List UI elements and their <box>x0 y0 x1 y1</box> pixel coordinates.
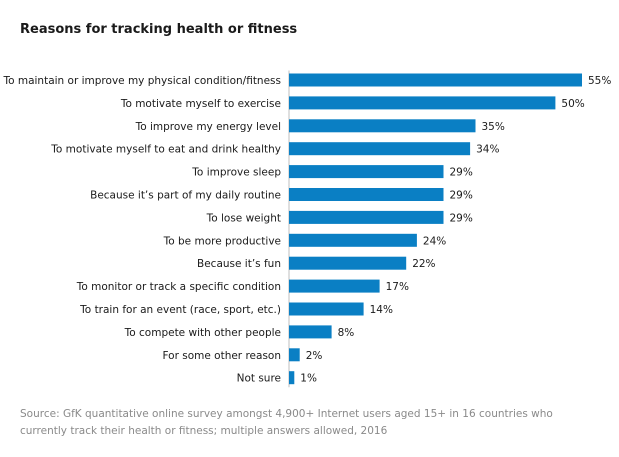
value-label: 50% <box>561 98 584 110</box>
value-label: 8% <box>338 327 355 339</box>
bar <box>289 233 417 247</box>
category-label: To compete with other people <box>124 327 281 339</box>
bar <box>289 348 300 362</box>
bar <box>289 325 332 339</box>
category-label: To motivate myself to eat and drink heal… <box>50 144 281 156</box>
bar <box>289 256 407 270</box>
category-label: To lose weight <box>206 212 281 224</box>
value-label: 14% <box>370 304 393 316</box>
category-label: To maintain or improve my physical condi… <box>2 75 281 87</box>
value-label: 2% <box>306 350 323 362</box>
category-label: To improve my energy level <box>135 121 281 133</box>
category-label: To monitor or track a specific condition <box>76 281 281 293</box>
bar <box>289 165 444 179</box>
bar <box>289 119 476 133</box>
bar-chart: To maintain or improve my physical condi… <box>2 70 611 388</box>
category-label: To be more productive <box>163 235 281 247</box>
bar <box>289 142 471 156</box>
category-label: For some other reason <box>162 350 281 362</box>
bar <box>289 96 556 110</box>
value-label: 1% <box>300 373 317 385</box>
bar <box>289 371 295 385</box>
value-label: 29% <box>450 167 473 179</box>
value-label: 55% <box>588 75 611 87</box>
bar <box>289 210 444 224</box>
bar <box>289 302 364 316</box>
category-label: Because it’s fun <box>197 258 281 270</box>
value-label: 29% <box>450 212 473 224</box>
category-label: Not sure <box>237 373 281 385</box>
bar <box>289 279 380 293</box>
bar <box>289 188 444 201</box>
value-label: 34% <box>476 144 499 156</box>
value-label: 22% <box>412 258 435 270</box>
bar <box>289 73 582 87</box>
value-label: 17% <box>386 281 409 293</box>
category-label: To improve sleep <box>191 167 281 179</box>
value-label: 29% <box>450 190 473 202</box>
value-label: 35% <box>482 121 505 133</box>
category-label: Because it’s part of my daily routine <box>90 190 281 202</box>
category-label: To motivate myself to exercise <box>120 98 281 110</box>
chart-title: Reasons for tracking health or fitness <box>20 22 298 37</box>
category-label: To train for an event (race, sport, etc.… <box>79 304 281 316</box>
value-label: 24% <box>423 235 446 247</box>
source-note: Source: GfK quantitative online survey a… <box>20 408 553 437</box>
